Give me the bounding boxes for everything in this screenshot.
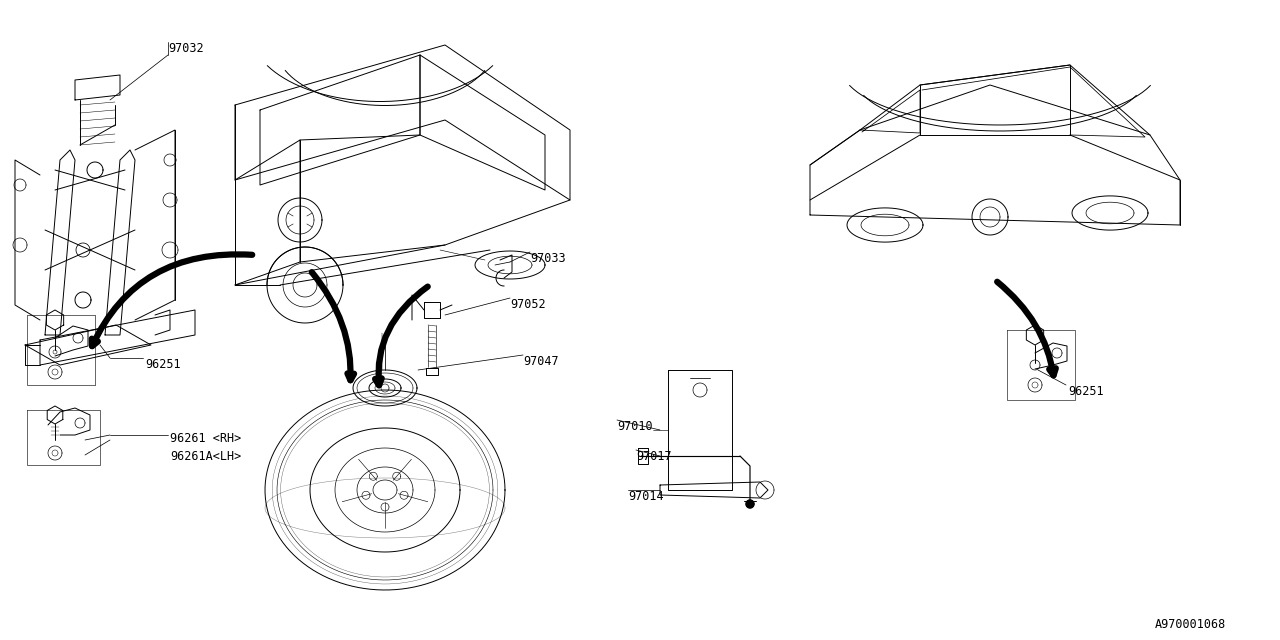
Text: 97032: 97032 — [168, 42, 204, 55]
Text: 97033: 97033 — [530, 252, 566, 265]
Text: 96251: 96251 — [145, 358, 180, 371]
Text: 96251: 96251 — [1068, 385, 1103, 398]
Text: 97017: 97017 — [636, 450, 672, 463]
Text: 96261 <RH>: 96261 <RH> — [170, 432, 241, 445]
Text: 97010: 97010 — [617, 420, 653, 433]
Text: 97047: 97047 — [524, 355, 558, 368]
Text: A970001068: A970001068 — [1155, 618, 1226, 631]
Text: 97052: 97052 — [509, 298, 545, 311]
Polygon shape — [746, 500, 754, 508]
Text: 97014: 97014 — [628, 490, 663, 503]
Text: 96261A<LH>: 96261A<LH> — [170, 450, 241, 463]
